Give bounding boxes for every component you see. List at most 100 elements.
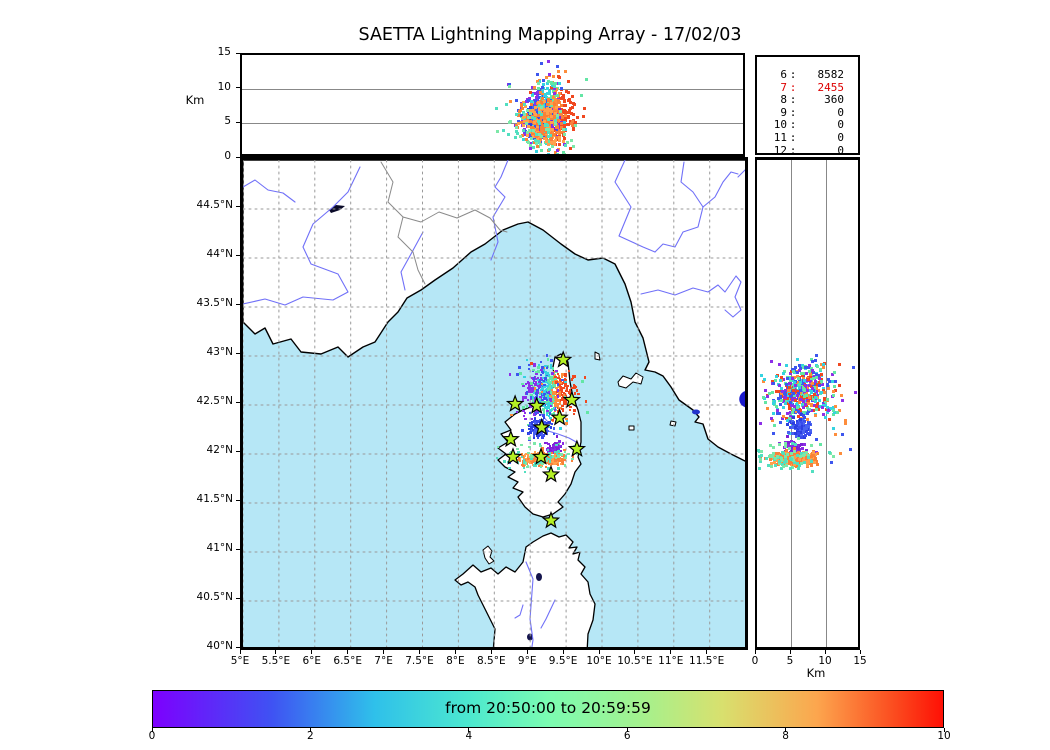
station-count-row: 12: 0 [767, 144, 852, 158]
lightning-source-point [532, 379, 536, 382]
river [540, 413, 579, 444]
lightning-source-point [528, 411, 532, 415]
lightning-source-point [563, 378, 567, 381]
lightning-source-point [533, 105, 537, 109]
lightning-source-point [774, 405, 778, 409]
lightning-source-point [540, 388, 543, 392]
lightning-source-point [849, 447, 853, 451]
lightning-source-point [538, 133, 542, 137]
lightning-source-point [549, 409, 553, 412]
lightning-source-point [545, 400, 548, 403]
tick-mark [236, 121, 240, 123]
river [540, 599, 556, 629]
lightning-source-point [551, 402, 554, 405]
lightning-source-point [555, 82, 559, 86]
lightning-source-point [546, 354, 549, 357]
lightning-source-point [537, 384, 540, 387]
lightning-source-point [534, 393, 538, 396]
lma-station-star [562, 390, 582, 408]
lightning-source-point [546, 408, 549, 411]
lightning-source-point [768, 392, 772, 396]
lightning-source-point [814, 354, 818, 358]
lightning-source-point [538, 399, 542, 403]
lightning-source-point [783, 455, 787, 459]
lightning-source-point [584, 400, 588, 403]
lightning-source-point [549, 381, 552, 384]
lightning-source-point [796, 406, 800, 410]
lightning-source-point [543, 120, 547, 124]
lightning-source-point [547, 117, 551, 121]
lightning-source-point [555, 381, 558, 384]
lightning-source-point [571, 374, 575, 377]
lightning-source-point [806, 389, 810, 393]
lightning-source-point [810, 470, 814, 474]
lightning-source-point [540, 390, 544, 394]
lightning-source-point [548, 128, 552, 132]
lightning-source-point [782, 414, 786, 418]
lightning-source-point [543, 383, 546, 387]
lightning-source-point [562, 98, 566, 102]
big-blue-marker [739, 391, 745, 408]
lightning-source-point [547, 97, 551, 101]
lightning-source-point [543, 393, 546, 396]
lightning-source-point [567, 369, 571, 373]
lightning-source-point [540, 97, 544, 101]
lightning-source-point [536, 397, 539, 400]
lightning-source-point [541, 387, 544, 390]
lightning-source-point [537, 91, 541, 95]
tick-mark [236, 254, 240, 256]
lightning-source-point [534, 370, 538, 374]
lightning-source-point [781, 390, 785, 394]
lightning-source-point [561, 378, 564, 381]
lightning-source-point [539, 418, 542, 422]
lightning-source-point [549, 388, 552, 391]
lightning-source-point [549, 416, 552, 420]
lightning-source-point [549, 394, 552, 397]
lightning-source-point [554, 393, 557, 396]
lightning-source-point [828, 418, 832, 422]
lightning-source-point [557, 92, 561, 96]
lightning-source-point [810, 389, 814, 393]
lightning-source-point [553, 82, 557, 86]
lightning-source-point [553, 143, 557, 147]
latitude-tick-label: 42.5°N [196, 395, 233, 407]
lightning-source-point [552, 132, 556, 136]
lightning-source-point [535, 91, 539, 95]
lightning-source-point [535, 80, 539, 84]
lightning-source-point [769, 359, 773, 363]
lightning-source-point [557, 75, 561, 79]
map-base-layer [243, 160, 745, 647]
lightning-source-point [551, 394, 555, 397]
lightning-source-point [566, 122, 570, 126]
lightning-source-point [568, 408, 572, 411]
lightning-source-point [536, 377, 539, 380]
lightning-source-point [814, 372, 818, 376]
lightning-source-point [537, 382, 540, 386]
lightning-source-point [556, 137, 560, 141]
lma-station-star [550, 408, 569, 426]
lightning-source-point [553, 408, 557, 412]
lightning-source-point [535, 377, 538, 380]
lightning-source-point [765, 457, 769, 461]
station-id: 8 [780, 93, 787, 107]
lightning-source-point [526, 108, 529, 112]
lightning-source-point [560, 87, 564, 91]
lightning-source-point [545, 411, 548, 415]
lightning-source-point [568, 391, 571, 394]
lightning-source-point [784, 463, 788, 467]
lightning-source-point [544, 372, 547, 375]
tick-mark [236, 87, 240, 89]
lightning-source-point [560, 108, 564, 111]
lightning-source-point [541, 89, 545, 93]
lightning-source-point [565, 115, 569, 119]
lightning-source-point [525, 391, 528, 394]
lightning-source-point [806, 456, 810, 460]
lightning-source-point [536, 94, 539, 98]
lightning-source-point [552, 75, 556, 79]
lightning-source-point [536, 410, 539, 414]
lightning-source-point [549, 403, 552, 406]
station-id: 7 [780, 80, 787, 94]
lightning-source-point [547, 140, 551, 144]
lightning-source-point [550, 376, 553, 379]
lightning-source-point [521, 137, 525, 141]
